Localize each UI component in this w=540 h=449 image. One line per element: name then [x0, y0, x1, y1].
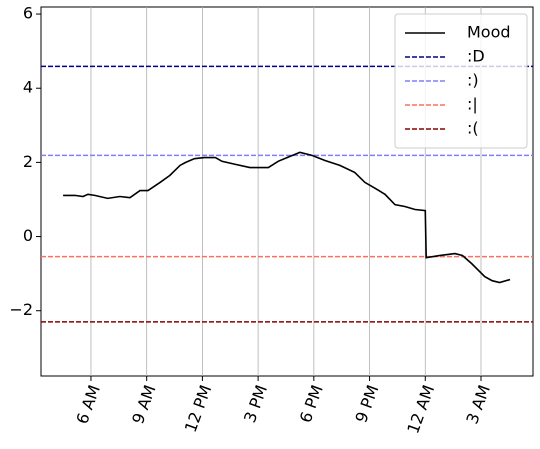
- legend-label: Mood: [467, 23, 511, 42]
- y-tick-label: 4: [23, 78, 33, 97]
- x-tick-label: 6 AM: [72, 382, 104, 426]
- x-tick-label: 6 PM: [296, 382, 327, 425]
- x-tick-label: 12 AM: [403, 382, 438, 436]
- legend-label: :D: [467, 47, 485, 66]
- x-tick-label: 9 PM: [351, 382, 382, 425]
- y-tick-label: 6: [23, 4, 33, 23]
- legend-label: :(: [467, 119, 479, 138]
- x-tick-label: 3 PM: [240, 382, 271, 425]
- y-tick-label: 0: [23, 226, 33, 245]
- x-tick-label: 9 AM: [128, 382, 160, 426]
- y-tick-label: −2: [9, 300, 33, 319]
- legend-label: :): [467, 71, 479, 90]
- x-tick-label: 3 AM: [462, 382, 494, 426]
- plot-frame: [40, 6, 534, 377]
- y-tick-label: 2: [23, 152, 33, 171]
- x-tick-label: 12 PM: [181, 382, 216, 434]
- mood-line: [63, 151, 511, 284]
- legend-box: [394, 13, 528, 149]
- legend-label: :|: [467, 95, 478, 114]
